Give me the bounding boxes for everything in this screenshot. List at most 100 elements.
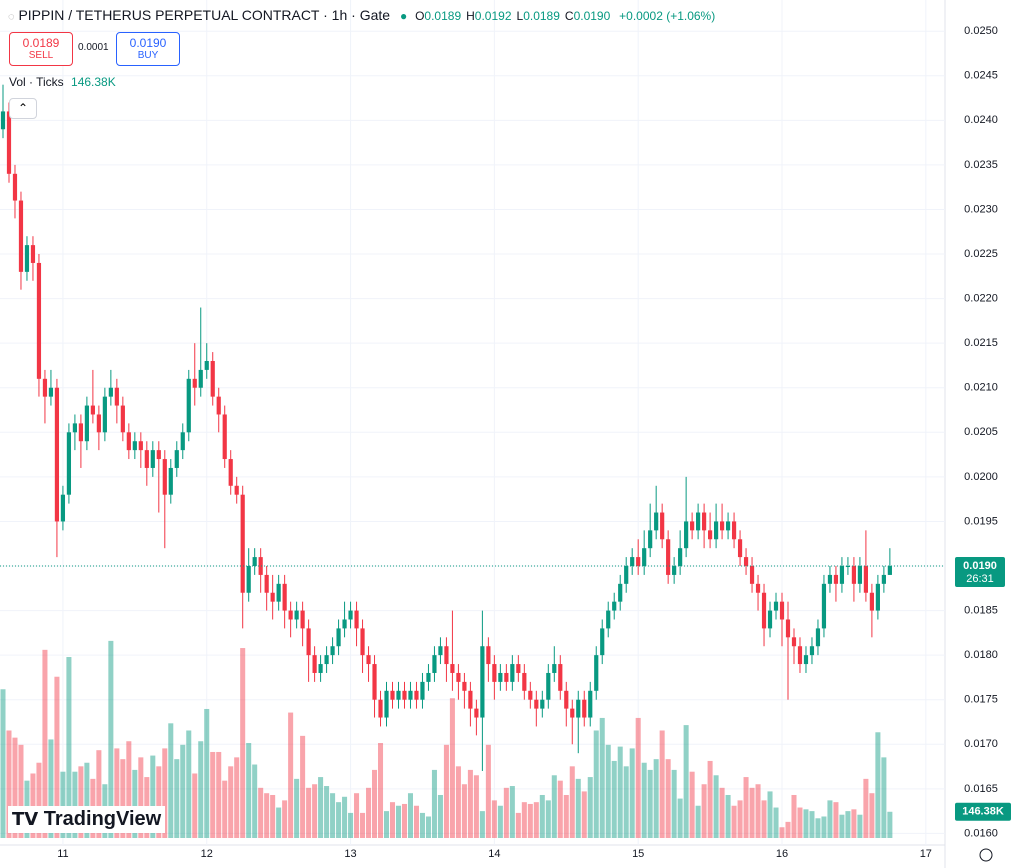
x-tick-label: 16: [776, 848, 788, 860]
candle-body: [719, 521, 725, 531]
buy-button[interactable]: 0.0190 BUY: [116, 32, 180, 66]
candle-body: [126, 432, 131, 451]
candle-body: [696, 512, 701, 531]
volume-bar: [60, 771, 66, 838]
candle-body: [642, 548, 647, 567]
volume-bar: [180, 744, 186, 838]
candle-body: [66, 432, 72, 495]
sell-button[interactable]: 0.0189 SELL: [9, 32, 73, 66]
volume-bar: [809, 811, 815, 838]
volume-bar: [617, 746, 623, 838]
candle-body: [678, 548, 683, 567]
volume-bar: [539, 794, 545, 838]
candle-body: [192, 378, 197, 388]
logo-text: TradingView: [43, 808, 162, 830]
volume-bar: [491, 800, 497, 838]
x-tick-label: 15: [632, 848, 644, 860]
candle-body: [162, 459, 167, 495]
candle-body: [450, 664, 455, 673]
volume-bar: [78, 766, 84, 838]
candle-body: [570, 708, 575, 718]
volume-bar: [761, 800, 767, 838]
collapse-button[interactable]: ⌃: [9, 98, 37, 119]
candle-body: [558, 664, 563, 691]
ohlc-key: C: [564, 9, 574, 23]
candle-body: [749, 566, 755, 584]
candle-body: [504, 672, 509, 682]
volume-bar: [216, 751, 222, 838]
volume-bar: [407, 793, 413, 838]
candle-body: [702, 512, 707, 531]
volume-bar: [6, 730, 12, 838]
candle-body: [875, 583, 880, 611]
y-tick-label: 0.0225: [964, 248, 998, 260]
candle-body: [779, 601, 785, 620]
volume-bar: [755, 784, 761, 838]
candle-body: [84, 405, 89, 442]
candle-body: [516, 664, 521, 673]
y-tick-label: 0.0170: [964, 738, 998, 750]
volume-bar: [150, 755, 156, 838]
volume-bar: [749, 787, 755, 838]
volume-bar: [108, 640, 114, 838]
candle-body: [606, 610, 611, 629]
candle-body: [803, 655, 809, 665]
volume-bar: [120, 759, 126, 838]
candle-body: [408, 690, 413, 700]
volume-bar: [204, 708, 210, 838]
candle-body: [755, 583, 761, 593]
sell-label: SELL: [28, 50, 54, 61]
candle-body: [24, 245, 30, 272]
candle-body: [498, 672, 503, 682]
volume-bar: [138, 757, 144, 838]
settings-icon[interactable]: [979, 848, 993, 862]
candle-body: [743, 557, 749, 567]
volume-bar: [653, 759, 659, 838]
candle-body: [480, 646, 485, 718]
candle-body: [648, 530, 653, 549]
candle-body: [708, 530, 713, 540]
volume-bar: [863, 778, 869, 838]
candle-body: [348, 610, 353, 620]
volume-bar: [324, 786, 330, 838]
volume-bar: [162, 748, 168, 838]
candle-body: [210, 360, 215, 397]
volume-bar: [395, 805, 402, 838]
y-tick-label: 0.0165: [964, 783, 998, 795]
candle-body: [690, 521, 695, 531]
volume-bar: [833, 802, 839, 838]
volume-bar: [773, 807, 779, 838]
volume-bar: [611, 760, 617, 838]
symbol-icon: ◌: [8, 11, 15, 23]
volume-bar: [366, 787, 372, 838]
candle-body: [282, 583, 287, 611]
candle-body: [797, 646, 803, 665]
volume-bar: [647, 769, 653, 838]
volume-bar: [174, 759, 180, 838]
volume-bar: [252, 764, 258, 838]
volume-bar: [455, 766, 461, 838]
volume-bar: [569, 766, 575, 838]
volume-bar: [96, 750, 102, 838]
volume-bar: [629, 748, 635, 838]
volume-bar: [312, 784, 318, 838]
y-tick-label: 0.0250: [964, 25, 998, 37]
candle-body: [414, 690, 419, 700]
y-tick-label: 0.0220: [964, 293, 998, 305]
candle-body: [809, 646, 815, 656]
volume-bar: [318, 777, 324, 838]
volume-bar: [306, 787, 312, 838]
volume-bar: [222, 780, 228, 838]
volume-legend-value: 146.38K: [71, 75, 116, 89]
volume-bar: [623, 766, 629, 838]
candle-body: [72, 423, 78, 433]
candle-body: [785, 619, 791, 638]
volume-bar: [389, 802, 396, 838]
ohlc-key: L: [516, 9, 524, 23]
volume-bar: [527, 803, 533, 838]
candle-body: [354, 610, 359, 629]
candle-body: [174, 450, 179, 468]
volume-bar: [42, 649, 48, 838]
candle-body: [138, 441, 143, 451]
